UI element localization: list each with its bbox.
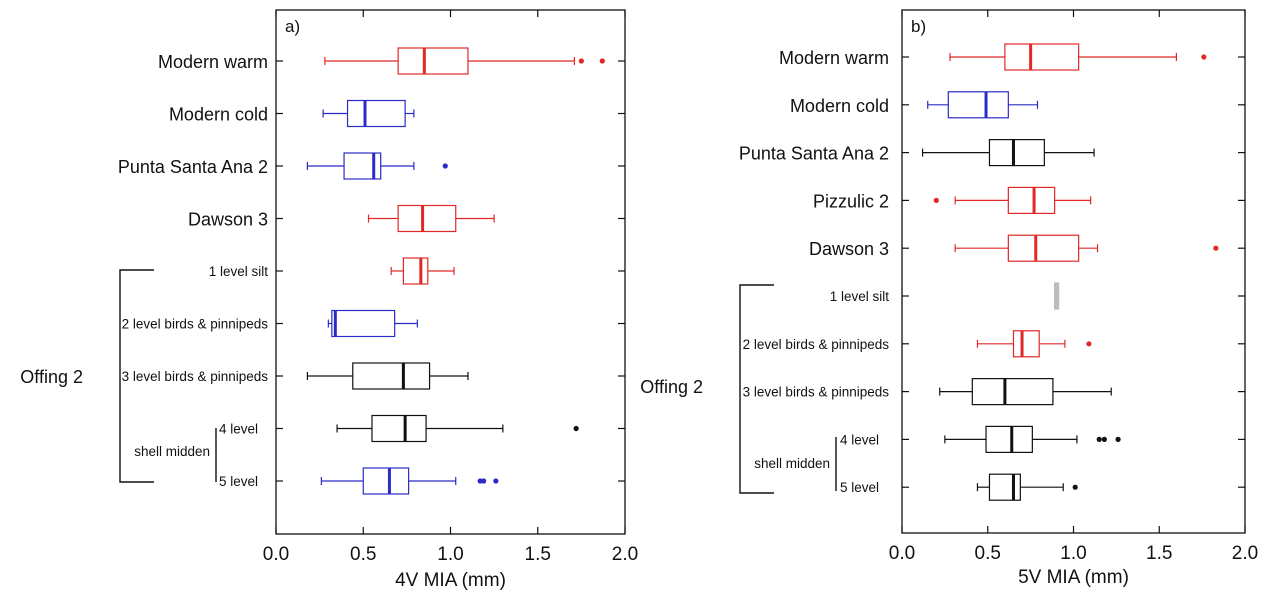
panel-a-box — [346, 99, 406, 128]
panel-a-category-label: Modern cold — [169, 105, 268, 125]
panel-b-box — [1007, 234, 1080, 262]
panel-b-group-bracket — [739, 284, 774, 494]
panel-b-x-tick-label: 0.0 — [889, 543, 915, 564]
panel-b-category-label: 4 level — [840, 432, 879, 447]
panel-a-outlier — [599, 58, 605, 64]
panel-a-plot-frame — [275, 9, 626, 535]
panel-b-plot-frame — [901, 9, 1246, 534]
panel-a-x-tick-label: 2.0 — [612, 544, 638, 565]
panel-a-group-bracket — [119, 269, 154, 483]
panel-b-box — [985, 425, 1033, 453]
panel-a-category-label: Dawson 3 — [188, 210, 268, 230]
panel-b-x-axis-title: 5V MIA (mm) — [1018, 567, 1129, 588]
panel-b-category-label: Modern warm — [779, 48, 889, 68]
panel-b-label: b) — [911, 17, 926, 36]
panel-b-x-tick-label: 1.0 — [1060, 543, 1086, 564]
panel-b-outlier — [1115, 436, 1121, 442]
panel-b-box — [1007, 186, 1056, 214]
panel-b-box — [988, 139, 1045, 167]
panel-b-box — [1004, 43, 1080, 71]
panel-b-x-tick-label: 1.5 — [1146, 543, 1172, 564]
panel-b-outlier — [1086, 341, 1092, 347]
panel-b-category-label: Modern cold — [790, 96, 889, 116]
panel-b-x-tick-label: 2.0 — [1232, 543, 1258, 564]
panel-b-box — [1012, 330, 1040, 358]
panel-a-subgroup-label: shell midden — [134, 444, 210, 459]
panel-a-category-label: 5 level — [219, 474, 258, 489]
panel-b-box — [988, 473, 1021, 501]
panel-a-outlier — [573, 425, 579, 432]
panel-a-category-label: Modern warm — [158, 52, 268, 72]
panel-b-category-label: Punta Santa Ana 2 — [739, 144, 889, 164]
panel-a-category-label: 1 level silt — [209, 264, 269, 279]
panel-b-category-label: 2 level birds & pinnipeds — [743, 337, 890, 352]
panel-a-box — [402, 257, 429, 285]
panel-a-label: a) — [285, 17, 300, 36]
panel-a-category-label: Punta Santa Ana 2 — [118, 157, 268, 177]
panel-a-group-label: Offing 2 — [20, 367, 83, 387]
panel-b-outlier — [933, 197, 939, 203]
panel-b-outlier — [1072, 484, 1078, 490]
panel-b-x-tick-label: 0.5 — [975, 543, 1001, 564]
panel-b-category-label: Dawson 3 — [809, 239, 889, 259]
panel-b-outlier — [1201, 54, 1207, 60]
panel-a-x-tick-label: 1.0 — [437, 544, 463, 565]
panel-a-category-label: 2 level birds & pinnipeds — [122, 317, 269, 332]
panel-b-box — [971, 378, 1054, 406]
panel-b-category-label: 3 level birds & pinnipeds — [743, 385, 890, 400]
panel-a-x-tick-label: 1.5 — [525, 544, 551, 565]
panel-a-outlier — [442, 163, 448, 169]
panel-a-outlier — [578, 58, 584, 64]
panel-a-x-tick-label: 0.5 — [350, 544, 376, 565]
panel-b-subgroup-label: shell midden — [754, 456, 830, 471]
panel-b-category-label: 5 level — [840, 480, 879, 495]
panel-b-box — [947, 91, 1009, 119]
panel-b-group-label: Offing 2 — [640, 377, 703, 397]
panel-b-outlier — [1101, 436, 1107, 442]
panel-b-outlier — [1213, 245, 1219, 251]
panel-b-outlier — [1096, 436, 1102, 442]
panel-a-category-label: 3 level birds & pinnipeds — [122, 369, 269, 384]
panel-a-box — [331, 309, 396, 338]
panel-a-outlier — [481, 478, 487, 484]
panel-a-category-label: 4 level — [219, 422, 258, 437]
panel-b-category-label: Pizzulic 2 — [813, 191, 889, 211]
panel-a-box — [343, 152, 382, 180]
panel-a-x-tick-label: 0.0 — [263, 544, 289, 565]
panel-b-category-label: 1 level silt — [830, 289, 890, 304]
panel-a-box — [371, 414, 427, 443]
panel-a-box — [397, 204, 457, 233]
panel-a-outlier — [493, 478, 499, 484]
panel-a-box — [352, 362, 431, 390]
panel-a-x-axis-title: 4V MIA (mm) — [395, 570, 506, 591]
panel-a-box — [397, 47, 469, 75]
panel-a-box — [362, 467, 410, 495]
